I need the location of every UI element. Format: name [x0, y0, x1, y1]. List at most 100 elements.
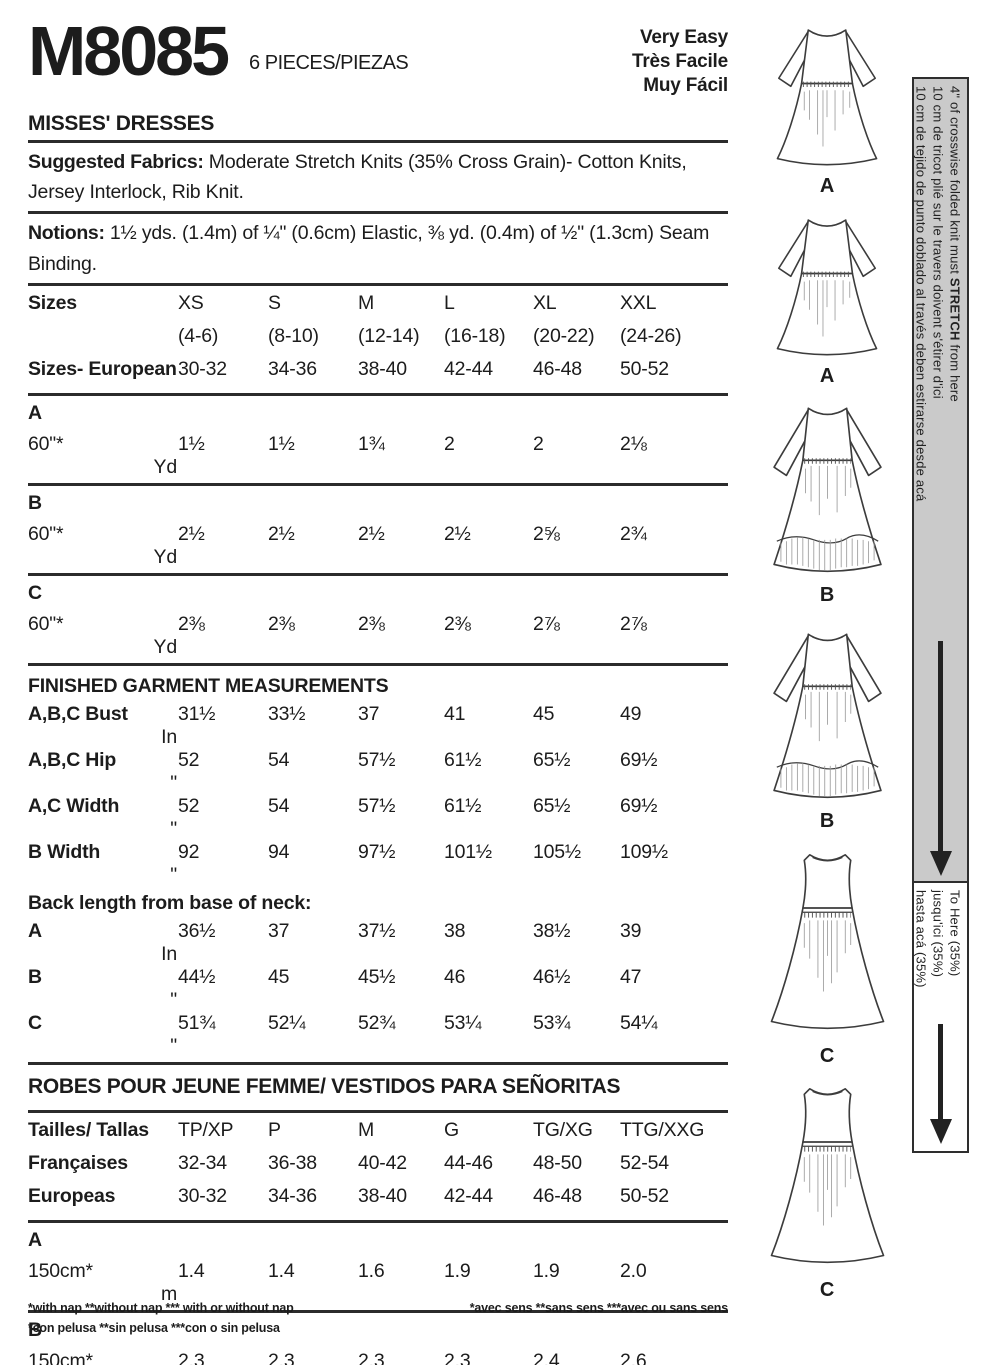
footnote-en: *with nap **without nap *** with or with…	[28, 1301, 294, 1315]
table-row: A,C Width 52 54 57½ 61½ 65½ 69½ "	[28, 795, 728, 841]
row-label: A	[28, 1229, 42, 1252]
table-row: ROBES POUR JEUNE FEMME/ VESTIDOS PARA SE…	[28, 1069, 728, 1106]
size-cell: 57½	[358, 794, 396, 817]
size-cell: 2⅞	[620, 612, 647, 635]
unit-cell: "	[170, 771, 177, 794]
size-cell: 2½	[444, 522, 471, 545]
table-row: A,B,C Bust 31½ 33½ 37 41 45 49 In	[28, 703, 728, 749]
table-row: 60"* 2½ 2½ 2½ 2½ 2⅝ 2¾ Yd	[28, 523, 728, 569]
stretch-gauge-top: 4" of crosswise folded knit must STRETCH…	[912, 77, 969, 883]
view-label: C	[819, 1045, 835, 1067]
unit-cell: Yd	[153, 455, 178, 478]
dress-view-c-back: C	[752, 1082, 902, 1302]
size-cell: 2⅛	[620, 432, 647, 455]
size-cell: 48-50	[533, 1152, 582, 1175]
size-cell: 38-40	[358, 358, 407, 381]
size-cell: 44½	[178, 965, 216, 988]
table-row: 150cm*2.32.32.32.32.42.6m	[28, 1350, 728, 1365]
size-cell: 33½	[268, 702, 306, 725]
size-cell: 52¼	[268, 1011, 306, 1034]
unit-cell: m	[160, 1282, 177, 1305]
row-label: C	[28, 1011, 42, 1034]
size-cell: (8-10)	[268, 325, 319, 348]
rule-divider	[28, 482, 728, 486]
table-row: Tailles/ Tallas TP/XP P M G TG/XG TTG/XXG	[28, 1117, 728, 1150]
row-label: A,B,C Bust	[28, 702, 128, 725]
size-cell: 34-36	[268, 358, 317, 381]
notions-text: 1½ yds. (1.4m) of ¼" (0.6cm) Elastic, ⅜ …	[28, 222, 710, 275]
size-cell: M	[358, 1119, 375, 1142]
table-row: A 36½ 37 37½ 38 38½ 39 In	[28, 920, 728, 966]
arrow-shaft	[938, 641, 943, 851]
size-cell: 94	[268, 840, 290, 863]
size-cell: 1.9	[444, 1259, 471, 1282]
row-label: 60"*	[28, 522, 64, 545]
table-row: Sizes- European 30-32 34-36 38-40 42-44 46-48…	[28, 356, 728, 389]
table-row: B	[28, 490, 728, 523]
row-label: 150cm*	[28, 1259, 93, 1282]
size-cell: 109½	[620, 840, 668, 863]
size-cell: 44-46	[444, 1152, 493, 1175]
size-cell: (4-6)	[178, 325, 219, 348]
stretch-gauge-bottom: To Here (35%) jusqu'ici (35%) hasta acá …	[912, 881, 969, 1153]
difficulty-es: Muy Fácil	[643, 74, 728, 96]
size-cell: TP/XP	[178, 1119, 234, 1142]
row-label: Tailles/ Tallas	[28, 1119, 149, 1142]
pattern-number: M8085	[28, 12, 230, 90]
dress-b-illustration	[759, 400, 896, 581]
size-cell: 2⅜	[268, 612, 295, 635]
footnote-es: *con pelusa **sin pelusa ***con o sin pe…	[28, 1321, 280, 1335]
size-cell: 2	[444, 432, 455, 455]
rule-divider	[28, 1061, 728, 1065]
to-here-fr: jusqu'ici (35%)	[930, 890, 946, 978]
size-cell: 65½	[533, 794, 571, 817]
size-cell: 2.3	[178, 1349, 205, 1365]
size-cell: 1¾	[358, 432, 385, 455]
size-cell: 30-32	[178, 358, 227, 381]
size-cell: 32-34	[178, 1152, 227, 1175]
size-cell: 52	[178, 748, 200, 771]
difficulty-ratings: Very Easy Très Facile Muy Fácil	[632, 26, 728, 97]
size-cell: 2.0	[620, 1259, 647, 1282]
size-cell: 46½	[533, 965, 571, 988]
unit-cell: "	[170, 988, 177, 1011]
dress-a-illustration	[760, 212, 894, 362]
masthead: M8085 6 PIECES/PIEZAS Very Easy Très Fac…	[28, 12, 728, 110]
size-cell: M	[358, 292, 375, 315]
size-cell: XS	[178, 292, 204, 315]
unit-cell: "	[170, 1034, 177, 1057]
footnotes: *with nap **without nap *** with or with…	[28, 1298, 728, 1338]
rule-divider	[28, 211, 728, 215]
size-cell: 1.9	[533, 1259, 560, 1282]
size-cell: (16-18)	[444, 325, 506, 348]
dress-view-b-front: B	[752, 400, 902, 607]
size-cell: 37	[268, 919, 290, 942]
size-cell: 46	[444, 965, 466, 988]
row-label: A,B,C Hip	[28, 748, 117, 771]
size-cell: 37½	[358, 919, 396, 942]
table-row: B Width 92 94 97½ 101½ 105½ 109½ "	[28, 841, 728, 887]
fabrics-text: Moderate Stretch Knits (35% Cross Grain)…	[28, 151, 687, 204]
rule-divider	[28, 392, 728, 396]
table-row: A	[28, 400, 728, 433]
measurement-table: Sizes XS S M L XL XXL (4-6) (8-10) (12-14) (16-18)…	[28, 290, 728, 1365]
table-row: Europeas 30-32 34-36 38-40 42-44 46-48 50-52	[28, 1183, 728, 1216]
row-label: Back length from base of neck:	[28, 891, 312, 914]
table-row: 150cm* 1.4 1.4 1.6 1.9 1.9 2.0 m	[28, 1260, 728, 1306]
size-cell: 40-42	[358, 1152, 407, 1175]
unit-cell: "	[170, 863, 177, 886]
size-cell: 2⅜	[178, 612, 205, 635]
rule-divider	[28, 282, 728, 286]
row-label: 60"*	[28, 432, 64, 455]
size-cell: 69½	[620, 794, 658, 817]
dress-view-a-back: A	[752, 212, 902, 388]
size-cell: 97½	[358, 840, 396, 863]
difficulty-fr: Très Facile	[631, 50, 728, 72]
size-cell: 39	[620, 919, 642, 942]
size-cell: 38½	[533, 919, 571, 942]
view-label: B	[819, 810, 835, 832]
size-cell: 65½	[533, 748, 571, 771]
dress-c-illustration	[759, 848, 896, 1042]
row-label: Sizes	[28, 292, 77, 315]
size-cell: XL	[533, 292, 557, 315]
